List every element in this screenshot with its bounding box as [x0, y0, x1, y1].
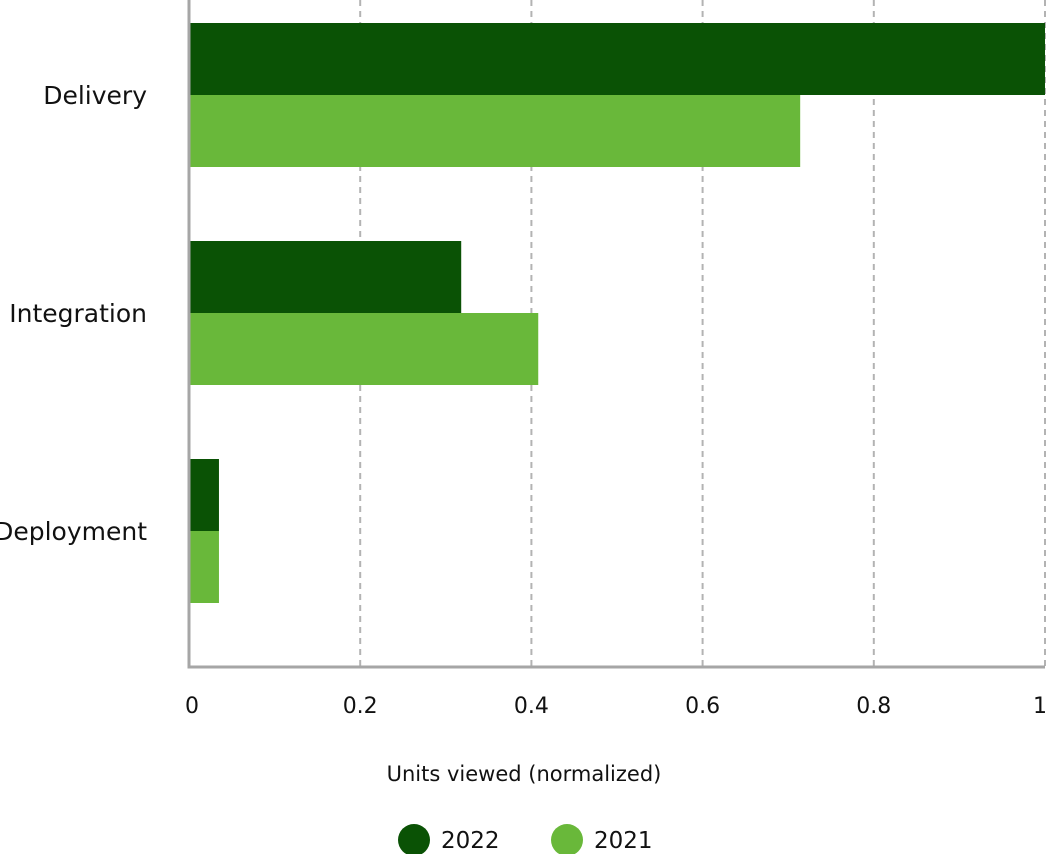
category-label-delivery: Delivery — [43, 81, 147, 110]
legend-label-2022: 2022 — [441, 828, 500, 854]
bars — [189, 23, 1045, 603]
bar-deployment-2022 — [189, 459, 219, 531]
x-tick-label-2: 0.4 — [514, 694, 549, 719]
x-tick-labels: 0 0.2 0.4 0.6 0.8 1 — [185, 694, 1047, 719]
legend: 2022 2021 — [398, 824, 653, 854]
legend-swatch-2021 — [551, 824, 583, 854]
x-tick-label-3: 0.6 — [685, 694, 720, 719]
category-labels: Delivery Integration Deployment — [0, 81, 147, 546]
bar-delivery-2022 — [189, 23, 1045, 95]
legend-swatch-2022 — [398, 824, 430, 854]
bar-delivery-2021 — [189, 95, 801, 167]
category-label-deployment: Deployment — [0, 517, 147, 546]
x-tick-label-4: 0.8 — [856, 694, 891, 719]
axes — [187, 0, 1045, 669]
bar-integration-2022 — [189, 241, 462, 313]
legend-label-2021: 2021 — [594, 828, 653, 854]
bar-deployment-2021 — [189, 531, 219, 603]
bar-integration-2021 — [189, 313, 539, 385]
category-label-integration: Integration — [9, 299, 147, 328]
x-tick-label-5: 1 — [1033, 694, 1047, 719]
x-tick-label-1: 0.2 — [343, 694, 378, 719]
x-tick-label-0: 0 — [185, 694, 199, 719]
x-axis-title: Units viewed (normalized) — [387, 762, 662, 786]
